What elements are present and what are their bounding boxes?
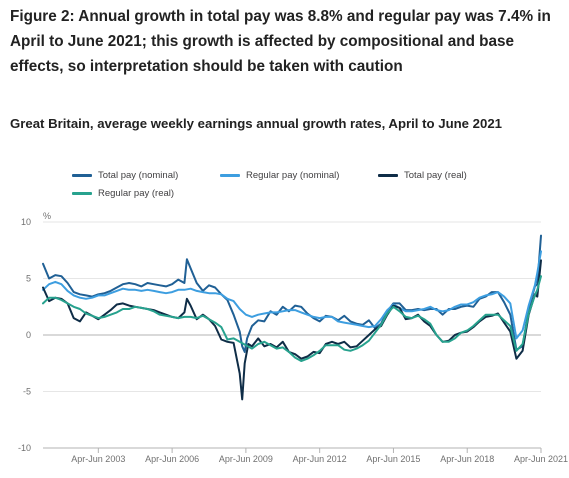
y-axis-unit-label: % [43,211,51,221]
legend-swatch-regular-pay-nominal [220,174,240,177]
y-tick-label: 0 [26,330,31,340]
y-tick-label: -5 [23,387,31,397]
legend-label: Regular pay (nominal) [246,170,340,181]
x-tick-label: Apr-Jun 2012 [293,454,347,464]
legend-item-regular-pay-real: Regular pay (real) [72,188,174,199]
legend-swatch-total-pay-real [378,174,398,177]
legend-swatch-regular-pay-real [72,192,92,195]
chart-title: Figure 2: Annual growth in total pay was… [10,8,551,75]
x-tick-label: Apr-Jun 2015 [366,454,420,464]
x-tick-label: Apr-Jun 2003 [71,454,125,464]
legend-item-regular-pay-nominal: Regular pay (nominal) [220,170,339,181]
chart-subtitle: Great Britain, average weekly earnings a… [10,116,503,131]
y-tick-label: 10 [21,217,31,227]
legend-label: Regular pay (real) [98,188,175,199]
y-tick-label: 5 [26,274,31,284]
x-tick-label: Apr-Jun 2009 [219,454,273,464]
x-tick-label: Apr-Jun 2021 [514,454,568,464]
line-chart: 10 5 0 -5 -10% Apr-Jun 2003 Apr-Jun 2006 Apr-Ju… [18,211,568,464]
series-line-regular-pay-real [42,275,542,362]
legend-swatch-total-pay-nominal [72,174,92,177]
legend-item-total-pay-real: Total pay (real) [378,170,467,181]
legend-label: Total pay (nominal) [98,170,179,181]
legend-label: Total pay (real) [404,170,467,181]
y-tick-label: -10 [18,443,31,453]
series-line-regular-pay-nominal [42,250,542,340]
x-tick-label: Apr-Jun 2006 [145,454,199,464]
series-line-total-pay-nominal [42,234,542,353]
x-tick-label: Apr-Jun 2018 [440,454,494,464]
chart-legend: Total pay (nominal) Regular pay (nominal… [72,170,552,204]
legend-item-total-pay-nominal: Total pay (nominal) [72,170,178,181]
